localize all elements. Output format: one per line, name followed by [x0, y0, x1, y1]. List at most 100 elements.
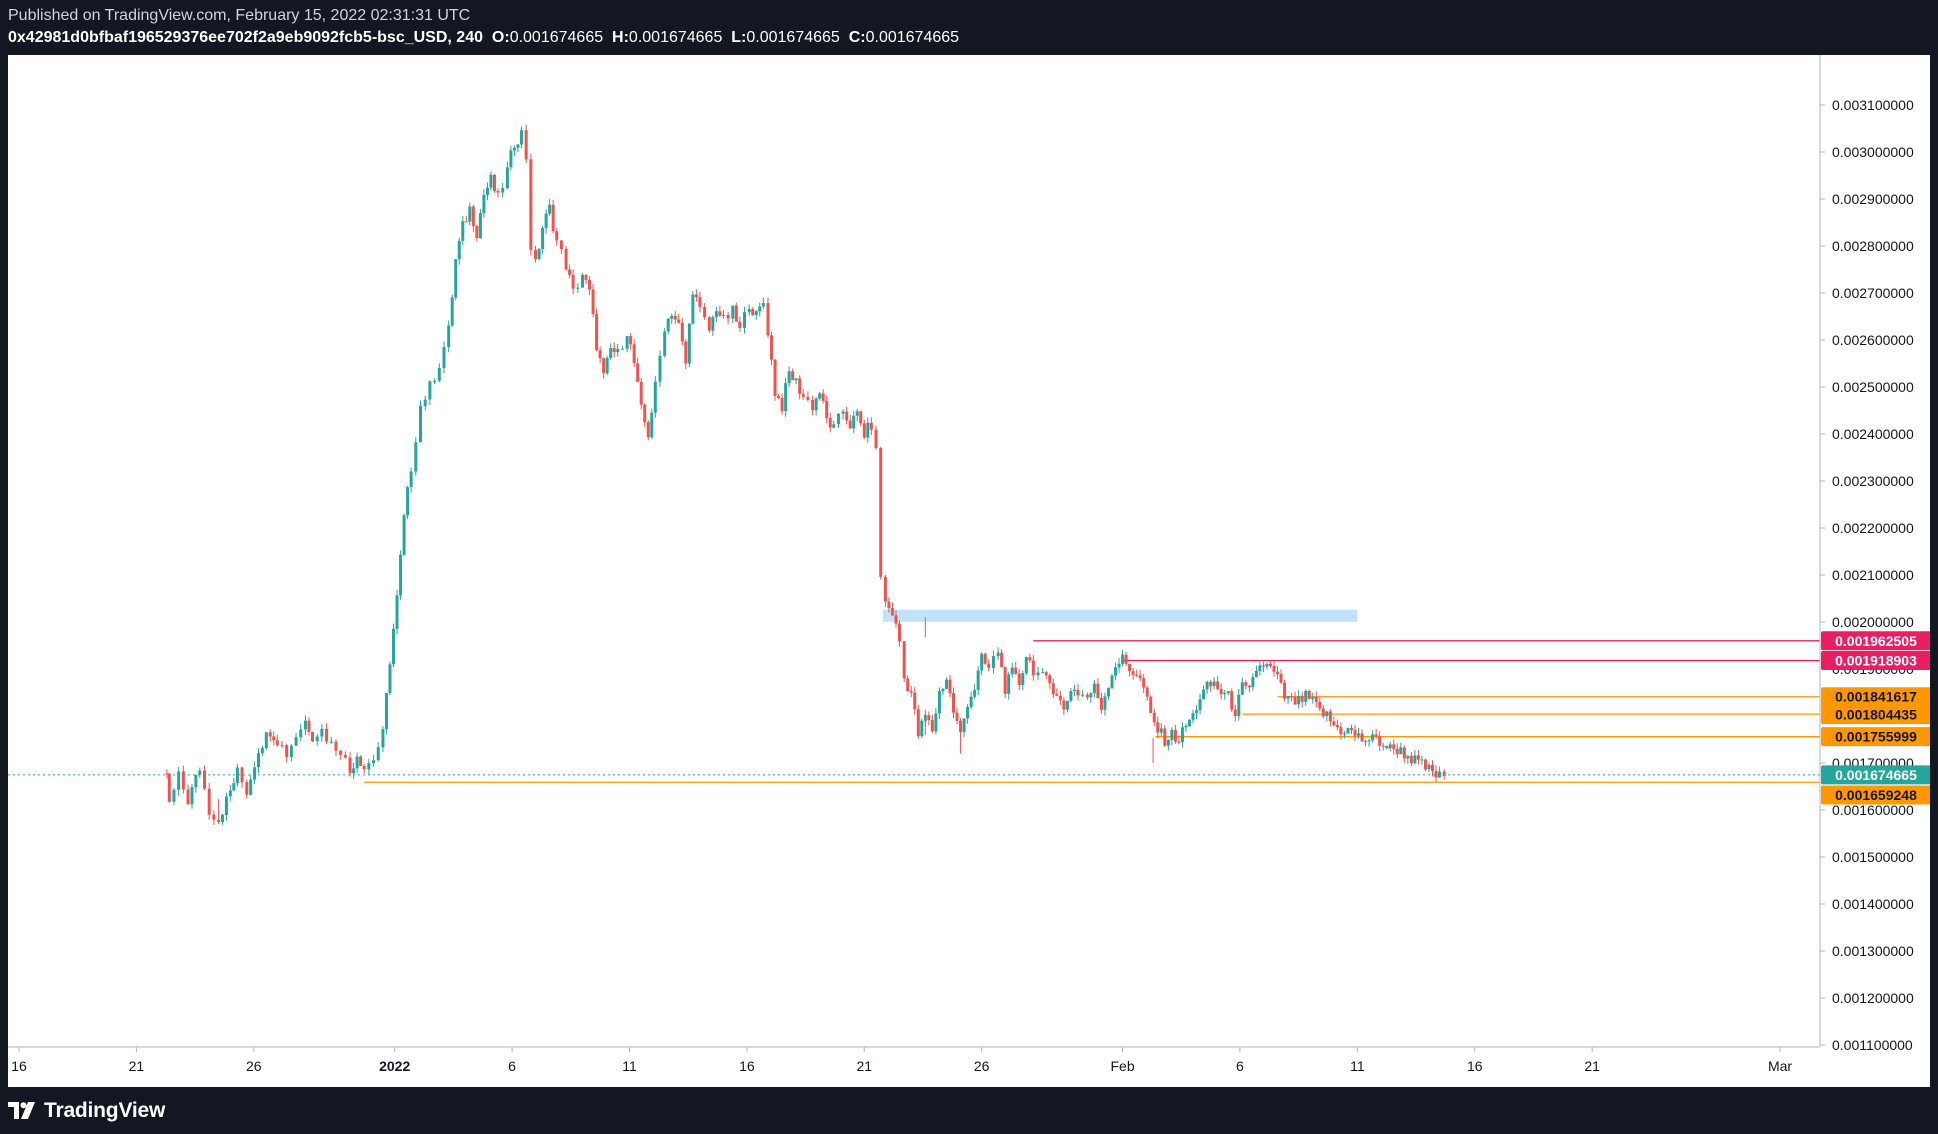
candle-body [249, 779, 253, 795]
candle-body [1089, 693, 1093, 698]
candle-body [280, 745, 284, 747]
candle-body [454, 259, 458, 298]
ohlc-open-key: O: [491, 29, 510, 46]
candles-layer [165, 124, 1446, 825]
candle-body [1135, 674, 1139, 676]
candle-body [1339, 727, 1343, 735]
candle-body [359, 756, 363, 766]
candle-body [930, 719, 934, 732]
candle-body [609, 348, 613, 358]
candle-body [1163, 728, 1167, 746]
candle-body [1159, 728, 1163, 733]
candle-body [976, 670, 980, 690]
candle-body [718, 311, 722, 316]
candle-body [966, 706, 970, 719]
candle-body [828, 418, 832, 428]
candle-body [1434, 770, 1438, 778]
price-tick-label: 0.001300000 [1832, 943, 1914, 959]
candle-body [529, 159, 533, 250]
candle-body [811, 400, 815, 411]
candle-body [787, 371, 791, 384]
chart-header: Published on TradingView.com, February 1… [0, 0, 1938, 56]
candle-body [1268, 663, 1272, 667]
candle-body [1076, 689, 1080, 696]
candle-body [883, 576, 887, 602]
time-tick-label: 11 [622, 1058, 637, 1074]
candle-body [632, 344, 636, 364]
candle-body [1381, 745, 1385, 747]
candle-body [852, 415, 856, 429]
candle-body [555, 231, 559, 241]
candle-body [1272, 666, 1276, 672]
candle-body [419, 405, 423, 443]
candle-body [1212, 681, 1216, 687]
symbol-name[interactable]: 0x42981d0bfbaf196529376ee702f2a9eb9092fc… [8, 29, 483, 46]
candle-body [268, 732, 272, 737]
time-tick-label: 16 [739, 1058, 755, 1074]
candle-body [1106, 688, 1110, 697]
candle-body [855, 411, 859, 416]
candle-body [726, 314, 730, 319]
candle-body [1051, 683, 1055, 695]
candle-body [559, 240, 563, 249]
level-price-tag [1821, 631, 1930, 651]
ohlc-high-value: 0.001674665 [628, 29, 723, 46]
price-tick-label: 0.002300000 [1832, 473, 1914, 489]
candle-body [952, 693, 956, 713]
candle-body [694, 294, 698, 298]
candle-body [650, 412, 654, 438]
candle-body [433, 380, 437, 382]
candle-body [1223, 693, 1227, 695]
candle-body [516, 144, 520, 148]
candle-body [1261, 665, 1265, 667]
candle-body [703, 307, 707, 318]
candle-body [1423, 759, 1427, 770]
level-price-tag-label: 0.001804435 [1835, 707, 1917, 723]
price-chart[interactable]: 0.003100000 0.003000000 0.002900000 0.00280… [8, 55, 1930, 1087]
candle-body [534, 249, 538, 260]
candle-body [384, 693, 388, 730]
candle-body [1233, 709, 1237, 717]
tradingview-logo-icon [8, 1102, 35, 1119]
candle-body [1364, 741, 1368, 743]
tradingview-logo[interactable]: TradingView [8, 1097, 165, 1125]
candle-body [821, 393, 825, 401]
candle-body [1081, 694, 1085, 696]
candle-body [228, 790, 232, 797]
time-tick-label: 16 [11, 1058, 27, 1074]
candle-body [959, 720, 963, 733]
candle-body [934, 713, 938, 732]
candle-body [677, 319, 681, 323]
candle-body [1442, 771, 1446, 777]
price-tick-label: 0.002100000 [1832, 567, 1914, 583]
candle-body [1099, 698, 1103, 710]
candle-body [1230, 691, 1234, 710]
ohlc-high: H:0.001674665 [608, 29, 723, 46]
price-tick-label: 0.002900000 [1832, 191, 1914, 207]
candle-body [355, 756, 359, 769]
candle-body [253, 767, 257, 780]
candle-body [770, 335, 774, 360]
candle-body [920, 720, 924, 737]
candle-body [1117, 663, 1121, 668]
candle-body [1058, 695, 1062, 701]
candle-body [564, 248, 568, 270]
price-tick-label: 0.001100000 [1832, 1037, 1913, 1053]
candle-body [948, 679, 952, 694]
candle-body [777, 395, 781, 398]
chart-panel[interactable]: 0.003100000 0.003000000 0.002900000 0.00280… [8, 55, 1930, 1087]
price-tick-label: 0.002400000 [1832, 426, 1914, 442]
candle-body [240, 767, 244, 783]
candle-body [437, 367, 441, 381]
ohlc-close: C:0.001674665 [844, 29, 959, 46]
candle-body [181, 771, 185, 790]
candle-body [1072, 689, 1076, 692]
candle-body [1328, 711, 1332, 722]
candle-body [1092, 683, 1096, 694]
candle-body [991, 656, 995, 668]
candle-body [339, 750, 343, 755]
candle-body [794, 378, 798, 381]
candle-body [680, 322, 684, 342]
candle-body [1416, 755, 1420, 760]
candle-body [1062, 700, 1066, 710]
